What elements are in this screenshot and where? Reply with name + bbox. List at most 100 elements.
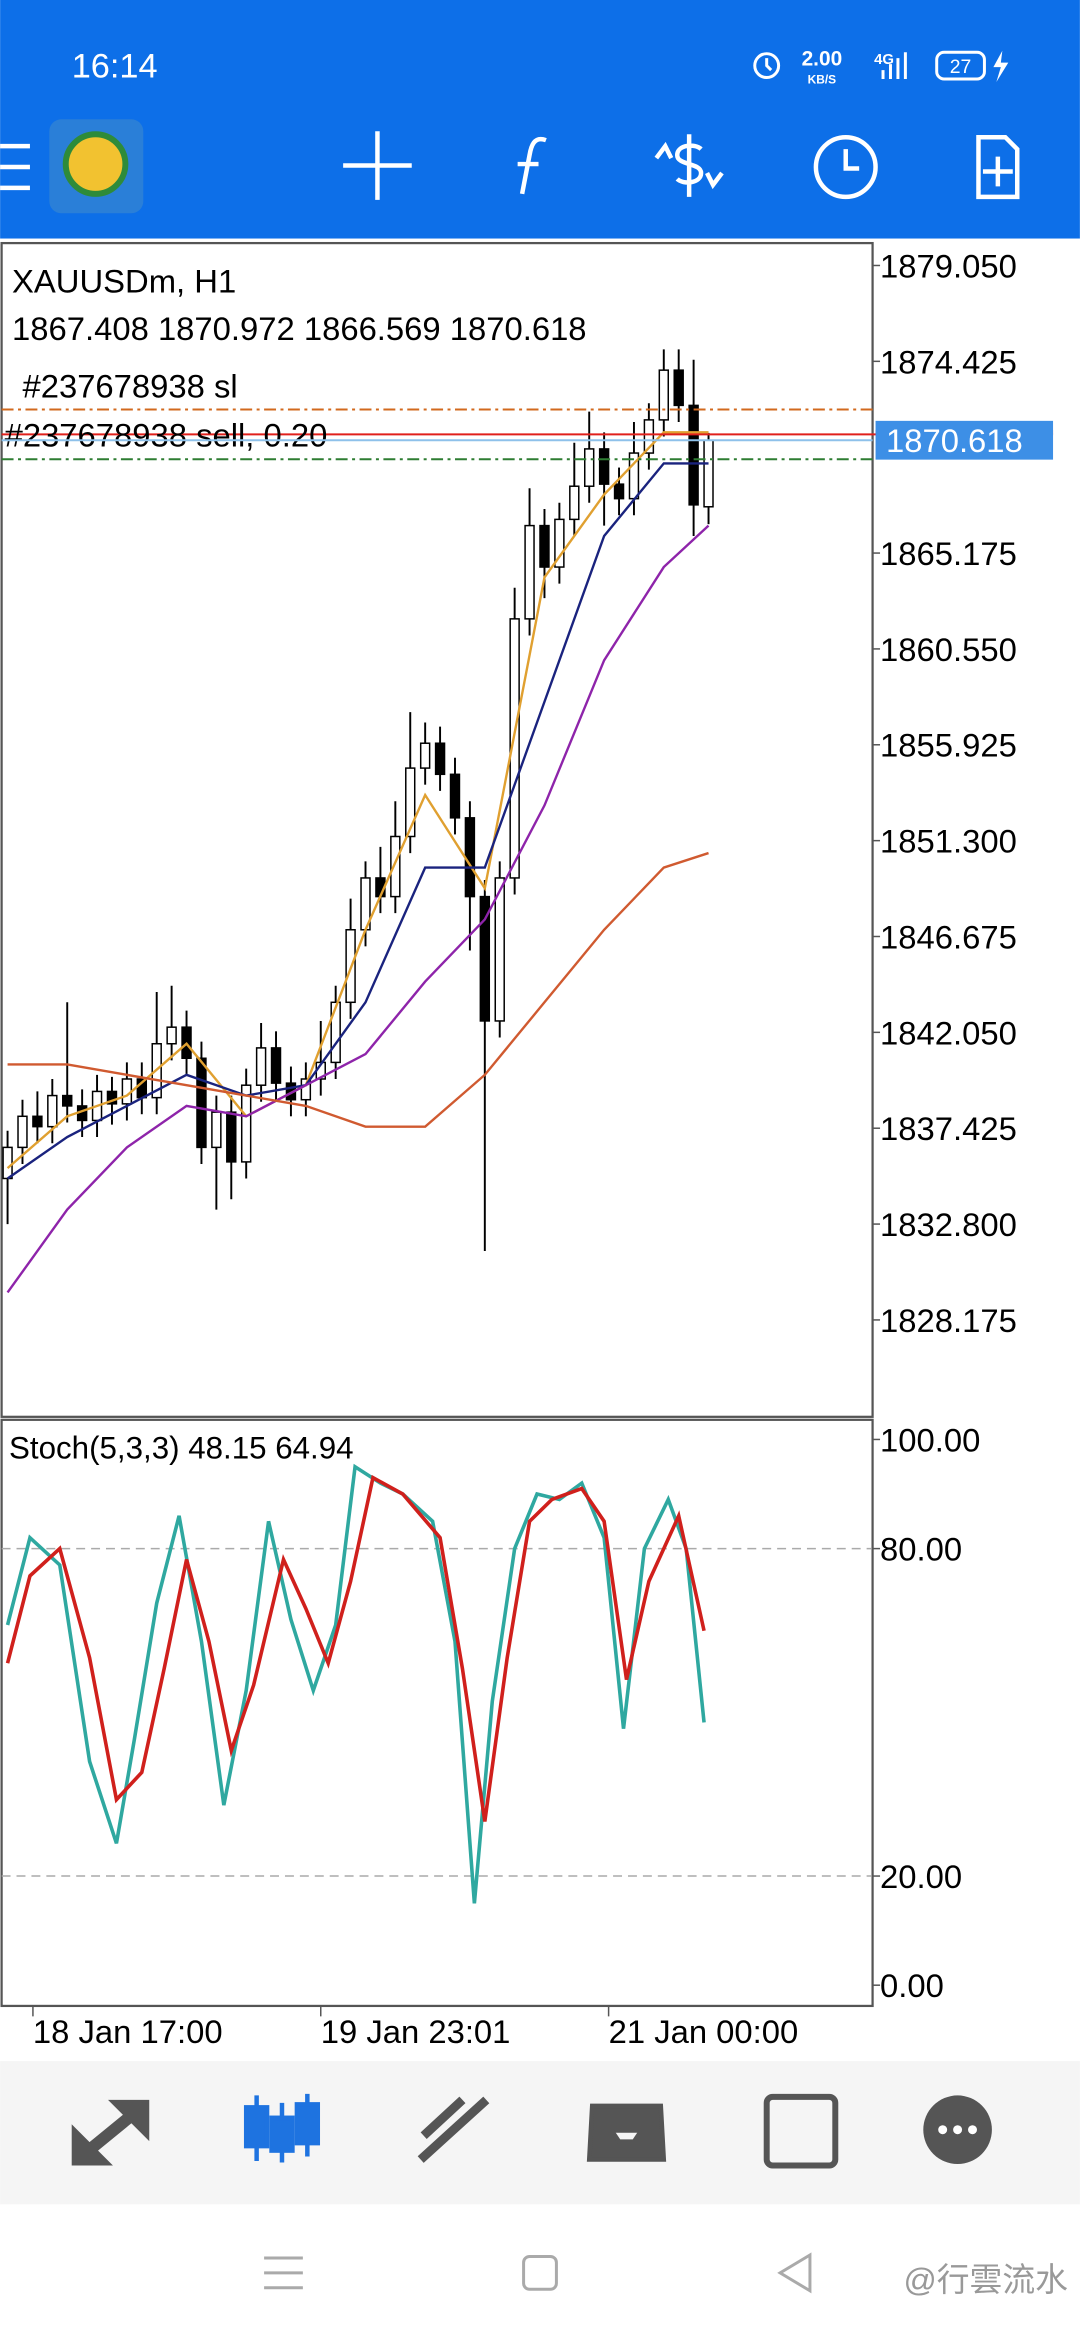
- status-icons: [753, 50, 1009, 83]
- candle-body: [583, 448, 595, 487]
- candle-body: [539, 524, 550, 568]
- candle-body: [300, 1078, 312, 1101]
- system-nav: [264, 2252, 812, 2294]
- moving-average: [6, 431, 709, 1170]
- trade-button[interactable]: [654, 134, 724, 197]
- moving-average: [7, 851, 709, 1128]
- net-speed: 2.00: [802, 48, 843, 71]
- news-tab[interactable]: [763, 2093, 839, 2169]
- candle-body: [509, 618, 520, 879]
- candle-body: [613, 483, 625, 500]
- candle-body: [17, 1115, 28, 1149]
- history-tab[interactable]: [586, 2103, 667, 2162]
- stoch-tick-label: 0.00: [880, 1967, 944, 2004]
- y-tick-label: 1879.050: [880, 247, 1017, 284]
- menu-button[interactable]: [0, 143, 30, 191]
- candle-body: [598, 448, 610, 485]
- crosshair-button[interactable]: [343, 131, 412, 200]
- stoch-tick-label: 20.00: [880, 1858, 962, 1895]
- x-tick-label: 21 Jan 00:00: [609, 2013, 799, 2050]
- y-tick-label: 1846.675: [880, 918, 1017, 955]
- period-button[interactable]: [813, 134, 878, 200]
- y-tick-label: 1874.425: [880, 343, 1017, 380]
- chart-tab[interactable]: [243, 2093, 321, 2163]
- candle-body: [106, 1090, 118, 1105]
- clock: 16:14: [72, 48, 158, 86]
- candle-body: [196, 1057, 207, 1149]
- indicators-button[interactable]: [517, 136, 547, 195]
- trade-tab[interactable]: [417, 2096, 490, 2163]
- stoch-frame: [0, 1418, 874, 2008]
- chart-area: [0, 238, 1080, 2062]
- candle-body: [32, 1115, 43, 1128]
- candle-body: [643, 419, 655, 454]
- network: 4G: [874, 52, 894, 68]
- y-tick-label: 1855.925: [880, 727, 1017, 764]
- y-tick-label: 1837.425: [880, 1110, 1017, 1147]
- candle-body: [419, 742, 431, 769]
- candle-body: [479, 895, 491, 1022]
- quotes-tab[interactable]: [71, 2099, 150, 2166]
- candle-body: [494, 877, 505, 1022]
- y-tick-label: 1828.175: [880, 1302, 1017, 1339]
- candle-body: [703, 439, 714, 508]
- candle-body: [166, 1026, 177, 1045]
- candle-body: [524, 524, 535, 620]
- candle-body: [330, 1001, 341, 1064]
- net-speed-unit: KB/S: [808, 73, 837, 87]
- candle-body: [449, 773, 461, 819]
- stoch-line: [5, 1463, 706, 1904]
- recents[interactable]: [264, 2256, 303, 2290]
- candle-body: [240, 1084, 252, 1163]
- candle-body: [688, 404, 699, 506]
- x-tick-label: 19 Jan 23:01: [321, 2013, 511, 2050]
- new-order-button[interactable]: [976, 134, 1020, 200]
- candle-body: [390, 835, 401, 898]
- candle-body: [673, 369, 684, 407]
- toolbar: [0, 119, 1020, 214]
- candle-body: [226, 1111, 237, 1163]
- y-tick-label: 1860.550: [880, 631, 1017, 668]
- price-tag-label: 1870.618: [886, 422, 1023, 459]
- order-label: #237678938 sl: [22, 368, 237, 405]
- bottom-nav: [0, 2061, 1080, 2205]
- stoch-tick-label: 80.00: [880, 1531, 962, 1568]
- back[interactable]: [777, 2252, 812, 2294]
- y-tick-label: 1832.800: [880, 1206, 1017, 1243]
- moving-average: [6, 524, 710, 1294]
- candle-body: [658, 369, 670, 421]
- stoch-label: Stoch(5,3,3) 48.15 64.94: [9, 1431, 354, 1466]
- stoch-line: [5, 1474, 706, 1822]
- candle-body: [255, 1047, 267, 1086]
- candle-body: [569, 485, 580, 521]
- price-plot: [2, 349, 714, 1294]
- price-tag: [875, 420, 1054, 460]
- candle-body: [405, 767, 416, 838]
- symbol: XAUUSDm, H1: [12, 262, 236, 299]
- y-tick-label: 1851.300: [880, 823, 1017, 860]
- candle-body: [270, 1047, 282, 1084]
- candle-body: [47, 1094, 58, 1128]
- y-tick-label: 1842.050: [880, 1014, 1017, 1051]
- ohlc: 1867.408 1870.972 1866.569 1870.618: [12, 310, 587, 347]
- battery: 27: [950, 56, 972, 78]
- y-tick-label: 1865.175: [880, 535, 1017, 572]
- moving-average: [6, 462, 709, 1180]
- home[interactable]: [522, 2254, 558, 2291]
- candle-body: [62, 1094, 73, 1107]
- watermark: @行雲流水: [903, 2261, 1067, 2298]
- bottom-icons: [71, 2093, 992, 2169]
- candle-body: [2, 1146, 13, 1180]
- candle-body: [554, 518, 565, 568]
- price-frame: [0, 241, 874, 1418]
- x-tick-label: 18 Jan 17:00: [33, 2013, 223, 2050]
- stoch-tick-label: 100.00: [880, 1421, 980, 1458]
- candle-body: [211, 1111, 222, 1149]
- candle-body: [434, 742, 446, 776]
- candle-body: [464, 817, 476, 898]
- overlay: 1879.050 1874.425 1865.175 1860.550 1855.925…: [1, 247, 1054, 2050]
- stoch-plot: [1, 1463, 872, 1904]
- order-label: #237678938 sell, 0.20: [5, 416, 328, 453]
